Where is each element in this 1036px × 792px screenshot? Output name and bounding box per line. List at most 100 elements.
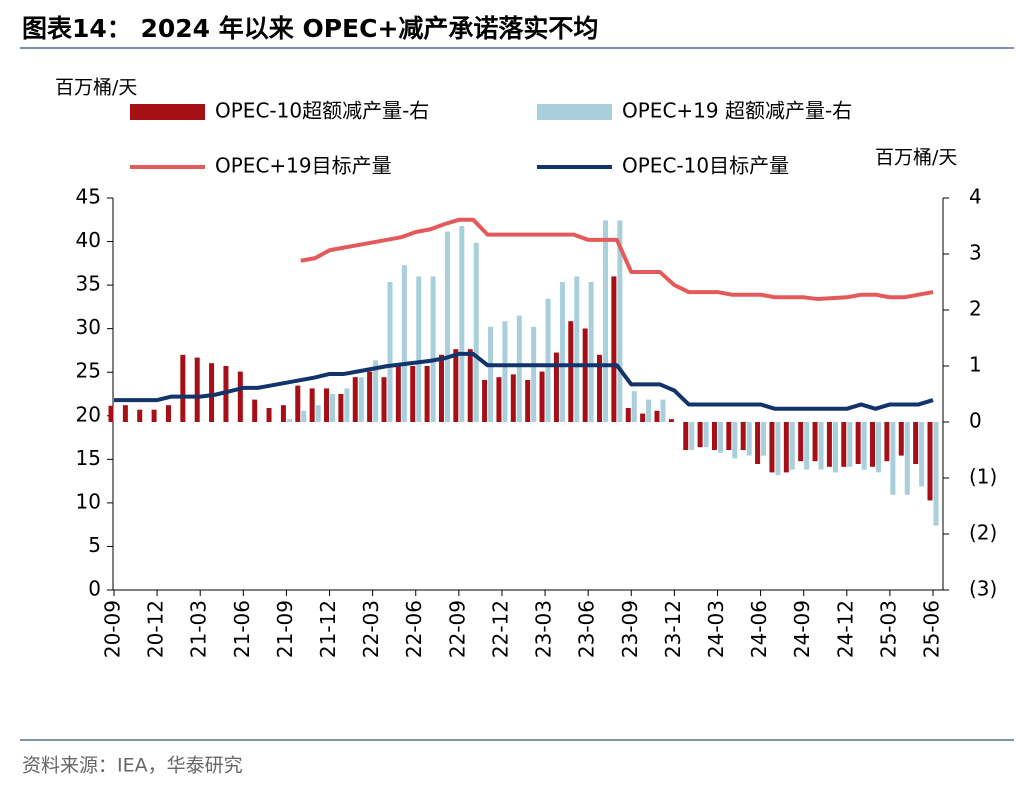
bar: [775, 422, 781, 476]
bar: [373, 360, 379, 422]
y2-tick-label: 3: [969, 241, 982, 265]
x-tick-label: 21-03: [187, 600, 211, 658]
bar: [726, 422, 732, 450]
bar: [424, 366, 430, 422]
bar: [301, 410, 307, 422]
y2-axis-unit: 百万桶/天: [875, 147, 957, 169]
bar: [919, 422, 925, 487]
bar: [755, 422, 761, 464]
y2-tick-label: (3): [969, 577, 997, 601]
bar: [266, 408, 272, 422]
x-tick-label: 21-12: [316, 600, 340, 658]
bar: [122, 405, 128, 422]
y-tick-label: 25: [76, 359, 101, 383]
bar: [237, 371, 243, 422]
x-tick-label: 22-06: [402, 600, 426, 658]
bar: [746, 422, 752, 456]
bar: [108, 405, 114, 422]
bar: [832, 422, 838, 473]
bar: [668, 419, 674, 422]
bar: [631, 391, 637, 422]
bar: [467, 349, 473, 422]
bar: [194, 357, 200, 422]
y2-tick-label: (1): [969, 465, 997, 489]
bar: [315, 405, 321, 422]
bar: [395, 366, 401, 422]
bar: [473, 242, 479, 422]
bar: [401, 265, 407, 422]
y2-tick-label: 2: [969, 297, 982, 321]
y-tick-label: 35: [76, 272, 101, 296]
y-tick-label: 30: [76, 315, 101, 339]
bar: [870, 422, 876, 467]
x-tick-label: 25-06: [920, 600, 944, 658]
bar: [640, 413, 646, 422]
bar: [898, 422, 904, 456]
bar: [510, 374, 516, 422]
y-tick-label: 40: [76, 228, 101, 252]
bar: [855, 422, 861, 464]
x-tick-label: 24-09: [790, 600, 814, 658]
bar: [588, 282, 594, 422]
bar: [209, 363, 215, 422]
bar: [488, 326, 494, 422]
bar: [539, 371, 545, 422]
y-tick-label: 45: [76, 185, 101, 209]
bar: [502, 321, 508, 422]
bar: [525, 380, 531, 422]
bar: [324, 388, 330, 422]
bar: [697, 422, 703, 448]
bar: [804, 422, 810, 470]
bar: [812, 422, 818, 462]
x-tick-label: 24-06: [747, 600, 771, 658]
y-tick-label: 20: [76, 402, 101, 426]
bar: [876, 422, 882, 473]
x-tick-label: 23-12: [661, 600, 685, 658]
line: [114, 351, 934, 411]
bar: [180, 354, 186, 422]
bar: [459, 226, 465, 422]
y-axis-unit: 百万桶/天: [55, 77, 137, 99]
bar: [358, 377, 364, 422]
bar: [344, 388, 350, 422]
bar: [367, 371, 373, 422]
bar: [496, 377, 502, 422]
bar: [769, 422, 775, 473]
bar: [683, 422, 689, 450]
bar: [280, 405, 286, 422]
bar: [482, 380, 488, 422]
line: [300, 217, 934, 302]
chart-title: 图表14： 2024 年以来 OPEC+减产承诺落实不均: [22, 14, 598, 43]
bar: [660, 399, 666, 422]
y2-tick-label: (2): [969, 521, 997, 545]
bar: [381, 377, 387, 422]
x-tick-label: 23-06: [575, 600, 599, 658]
bar: [717, 422, 723, 453]
bar: [603, 220, 609, 422]
x-tick-label: 25-03: [876, 600, 900, 658]
legend-label: OPEC-10目标产量: [622, 154, 789, 178]
bar: [625, 408, 631, 422]
bar: [789, 422, 795, 470]
x-tick-label: 24-03: [704, 600, 728, 658]
y2-tick-label: 4: [969, 185, 982, 209]
legend-label: OPEC+19 超额减产量-右: [622, 99, 852, 123]
bar: [841, 422, 847, 467]
x-tick-label: 21-06: [230, 600, 254, 658]
bar: [531, 326, 537, 422]
bar: [137, 409, 143, 422]
bar: [430, 276, 436, 422]
bar: [761, 422, 767, 456]
bar: [352, 377, 358, 422]
y-tick-label: 0: [88, 577, 101, 601]
bar: [309, 388, 315, 422]
y-tick-label: 10: [76, 489, 101, 513]
y-tick-label: 15: [76, 446, 101, 470]
bar: [933, 422, 939, 526]
bar: [826, 422, 832, 467]
bar: [416, 276, 422, 422]
bar: [654, 410, 660, 422]
bar: [617, 220, 623, 422]
bar: [151, 409, 157, 422]
